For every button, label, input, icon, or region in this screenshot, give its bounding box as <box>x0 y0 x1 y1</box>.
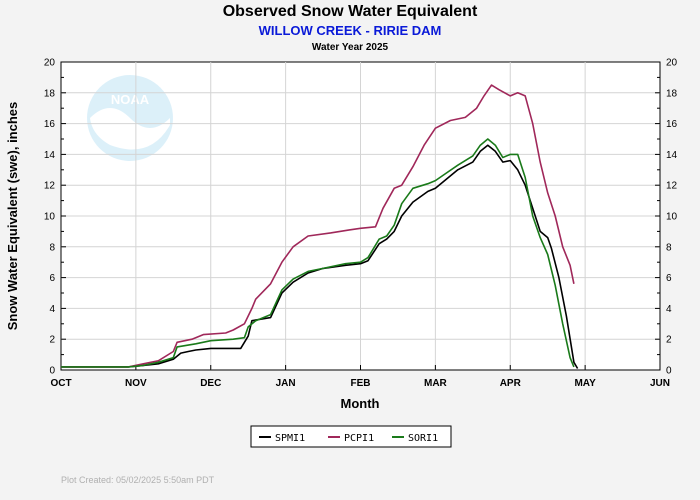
y-tick-label-left: 4 <box>49 304 55 315</box>
legend-label-sori1: SORI1 <box>408 433 438 444</box>
x-tick-label-mar: MAR <box>424 378 448 389</box>
y-tick-label-right: 16 <box>666 119 678 130</box>
y-tick-label-left: 8 <box>49 242 55 253</box>
x-tick-label-feb: FEB <box>351 378 371 389</box>
x-tick-label-nov: NOV <box>125 378 147 389</box>
y-axis-label: Snow Water Equivalent (swe), inches <box>5 102 20 331</box>
x-tick-label-jun: JUN <box>650 378 670 389</box>
chart-title: Observed Snow Water Equivalent <box>223 3 478 20</box>
x-tick-label-apr: APR <box>500 378 522 389</box>
axis-ticks: 0 0 2 2 4 4 6 6 8 8 10 10 12 12 14 14 16 16 18 18 20 20 OCT NOV… <box>44 58 678 390</box>
series-line-sori1 <box>61 138 575 368</box>
legend-label-spmi1: SPMI1 <box>275 433 305 444</box>
y-tick-label-left: 0 <box>49 366 55 377</box>
y-tick-label-left: 12 <box>44 181 56 192</box>
x-tick-label-oct: OCT <box>50 378 71 389</box>
series-line-pcpi1 <box>61 84 575 368</box>
chart-subtitle: WILLOW CREEK - RIRIE DAM <box>259 23 442 38</box>
y-tick-label-left: 10 <box>44 212 56 223</box>
noaa-logo-text: NOAA <box>111 92 150 107</box>
y-tick-label-right: 6 <box>666 273 672 284</box>
y-tick-label-right: 18 <box>666 88 678 99</box>
legend: SPMI1 PCPI1 SORI1 <box>250 425 452 448</box>
x-tick-label-dec: DEC <box>200 378 221 389</box>
y-tick-label-left: 6 <box>49 273 55 284</box>
x-tick-label-jan: JAN <box>276 378 296 389</box>
legend-label-pcpi1: PCPI1 <box>344 433 374 444</box>
y-tick-label-left: 14 <box>44 150 56 161</box>
y-tick-label-left: 16 <box>44 119 56 130</box>
y-tick-label-left: 2 <box>49 335 55 346</box>
x-axis-label: Month <box>341 396 380 411</box>
legend-box <box>250 425 452 448</box>
x-tick-label-may: MAY <box>574 378 596 389</box>
series-lines <box>61 84 579 369</box>
noaa-logo: NOAA <box>87 75 173 161</box>
plot-created-footer: Plot Created: 05/02/2025 5:50am PDT <box>61 475 215 485</box>
y-tick-label-right: 20 <box>666 58 678 69</box>
y-tick-label-right: 4 <box>666 304 672 315</box>
y-tick-label-right: 0 <box>666 366 672 377</box>
y-tick-label-left: 18 <box>44 88 56 99</box>
grid <box>61 62 660 370</box>
chart-water-year: Water Year 2025 <box>312 42 389 53</box>
y-tick-label-right: 8 <box>666 242 672 253</box>
y-tick-label-left: 20 <box>44 58 56 69</box>
y-tick-label-right: 2 <box>666 335 672 346</box>
y-tick-label-right: 14 <box>666 150 678 161</box>
y-tick-label-right: 10 <box>666 212 678 223</box>
y-tick-label-right: 12 <box>666 181 678 192</box>
